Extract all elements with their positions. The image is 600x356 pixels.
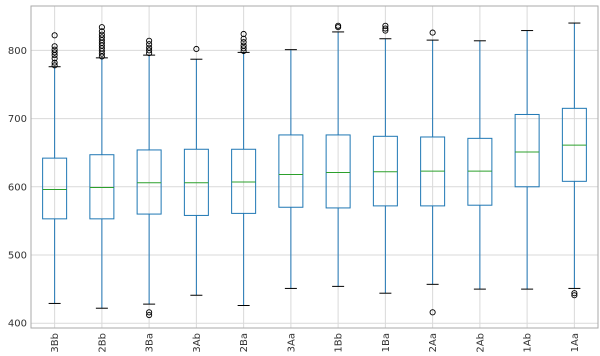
box-2Bb [89,154,115,220]
outlier-point [51,49,58,56]
x-tick-label: 2Ab [475,333,486,352]
outlier-point [51,46,58,53]
outlier-point [429,309,436,316]
box-2Ba [231,148,257,214]
box-3Bb [42,157,68,220]
outlier-point [382,25,389,32]
y-tick-label: 800 [8,46,27,57]
outlier-point [240,39,247,46]
box-3Ba [136,149,162,215]
y-tick-label: 500 [8,251,27,262]
outlier-point [571,290,578,297]
y-tick-label: 700 [8,114,27,125]
outlier-point [51,55,58,62]
x-tick-label: 1Aa [570,333,581,352]
box-1Bb [325,134,351,209]
outlier-point [146,41,153,48]
x-tick-label: 1Bb [334,333,345,352]
y-tick-label: 400 [8,319,27,330]
y-tick-label: 600 [8,182,27,193]
outlier-point [51,62,58,69]
outlier-point [51,32,58,39]
x-tick-label: 3Aa [286,333,297,352]
x-tick-label: 2Bb [97,333,108,352]
outlier-point [240,42,247,49]
outlier-point [98,31,105,38]
outlier-point [146,311,153,319]
x-tick-label: 3Ab [192,333,203,352]
outlier-point [98,34,105,41]
outlier-point [146,44,153,51]
outlier-point [51,59,58,66]
x-tick-label: 3Ba [145,333,156,352]
x-tick-label: 1Ab [523,333,534,352]
box-3Aa [278,134,304,208]
x-tick-label: 2Ba [239,333,250,352]
plot-frame [30,5,599,329]
outlier-point [240,45,247,52]
x-tick-label: 2Aa [428,333,439,352]
outlier-point [51,43,58,50]
outlier-point [193,45,200,53]
box-1Ba [372,135,398,207]
outlier-point [240,30,247,38]
outlier-point [335,22,342,29]
outlier-point [146,37,153,44]
outlier-point [146,47,153,54]
outlier-point [382,22,389,29]
outlier-point [146,309,153,316]
outlier-point [429,29,436,36]
box-1Ab [514,113,540,188]
x-tick-label: 3Bb [50,333,61,352]
outlier-point [98,28,105,35]
outlier-point [571,292,578,299]
x-tick-label: 1Ba [381,333,392,352]
box-2Ab [467,137,493,206]
outlier-point [98,24,105,31]
